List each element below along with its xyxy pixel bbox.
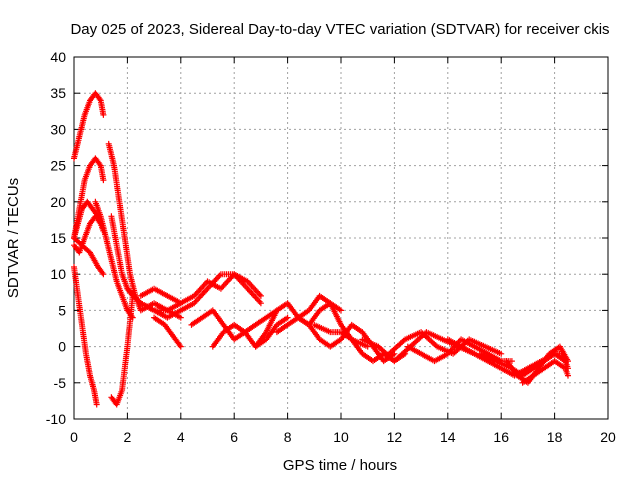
x-tick-label: 12 [387, 429, 403, 445]
x-tick-label: 18 [547, 429, 563, 445]
data-points [71, 90, 571, 408]
y-axis-label: SDTVAR / TECUs [5, 178, 22, 298]
y-tick-label: 30 [50, 121, 66, 137]
x-tick-label: 14 [440, 429, 456, 445]
chart-title: Day 025 of 2023, Sidereal Day-to-day VTE… [70, 21, 609, 38]
plus-markers [519, 358, 571, 386]
y-tick-label: 40 [50, 49, 66, 65]
x-tick-label: 0 [70, 429, 78, 445]
x-axis-label: GPS time / hours [283, 457, 397, 474]
x-tick-label: 10 [333, 429, 349, 445]
x-tick-label: 20 [600, 429, 616, 445]
y-tick-label: 0 [58, 339, 66, 355]
series-track-5 [71, 235, 107, 278]
axis-ticks: 0 2 4 6 8 10 12 14 16 18 20 -10 -5 0 5 10 15 20 25 30 35 40 [46, 49, 616, 445]
plus-markers [105, 140, 184, 321]
y-tick-label: 10 [50, 266, 66, 282]
plus-markers [151, 314, 184, 350]
series-track-18 [295, 314, 398, 365]
series-track-13 [151, 314, 184, 350]
x-tick-label: 4 [177, 429, 185, 445]
plus-markers [71, 235, 107, 278]
series-track-6 [71, 264, 100, 408]
plus-markers [92, 198, 136, 321]
plus-markers [295, 314, 398, 365]
x-tick-label: 16 [493, 429, 509, 445]
plus-markers [71, 264, 100, 408]
y-tick-label: 5 [58, 302, 66, 318]
y-tick-label: 15 [50, 230, 66, 246]
grid-lines [74, 57, 608, 419]
plus-markers [137, 271, 264, 307]
x-tick-label: 2 [124, 429, 132, 445]
series-track-7 [108, 292, 136, 408]
plus-markers [108, 292, 136, 408]
plus-markers [71, 90, 107, 162]
x-tick-label: 6 [230, 429, 238, 445]
y-tick-label: 25 [50, 158, 66, 174]
y-tick-label: 35 [50, 85, 66, 101]
y-tick-label: -10 [46, 411, 66, 427]
series-track-8 [92, 198, 136, 321]
series-track-9 [105, 140, 184, 321]
y-tick-label: 20 [50, 194, 66, 210]
x-tick-label: 8 [284, 429, 292, 445]
series-track-1 [71, 90, 107, 162]
series-track-26 [519, 358, 571, 386]
y-tick-label: -5 [54, 375, 67, 391]
series-track-12 [137, 271, 264, 307]
